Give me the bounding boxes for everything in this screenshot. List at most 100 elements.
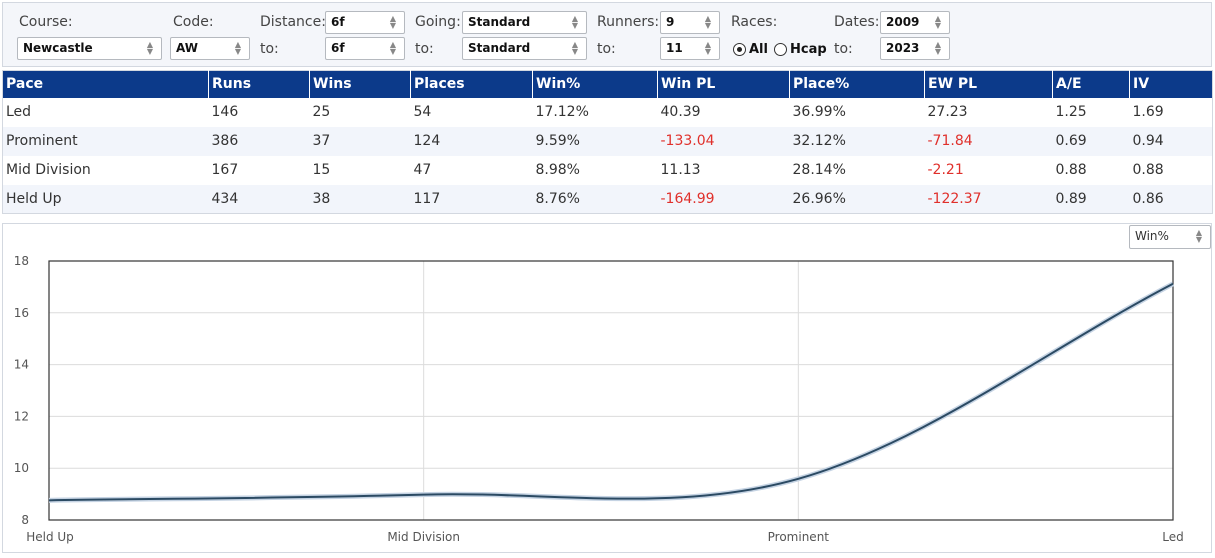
runners-to-select[interactable]: 11 ▲ ▼ <box>660 37 720 60</box>
cell-iv: 1.69 <box>1132 104 1164 120</box>
table-row: Mid Division 167 15 47 8.98% 11.13 28.14… <box>3 156 1213 185</box>
races-hcap-radio[interactable]: Hcap <box>774 42 827 57</box>
cell-wins: 37 <box>309 126 411 156</box>
chevron-updown-icon: ▲ ▼ <box>934 14 941 30</box>
races-all-radio[interactable]: All <box>733 42 768 57</box>
column-header-ae[interactable]: A/E <box>1052 70 1130 98</box>
cell-win-pl: -164.99 <box>657 184 790 214</box>
going-to-select[interactable]: Standard ▲ ▼ <box>462 37 587 60</box>
going-label: Going: <box>415 14 461 30</box>
table-row: Prominent 386 37 124 9.59% -133.04 32.12… <box>2 126 1213 156</box>
distance-to-select[interactable]: 6f ▲ ▼ <box>325 37 405 60</box>
races-all-label: All <box>749 42 768 57</box>
cell-pace: Mid Division <box>6 162 91 178</box>
cell-runs: 434 <box>208 184 310 214</box>
cell-iv: 0.86 <box>1129 184 1213 214</box>
chevron-updown-icon: ▲ ▼ <box>571 14 578 30</box>
cell-ae: 0.89 <box>1052 184 1130 214</box>
radio-unchecked-icon <box>774 43 787 56</box>
x-tick-label: Held Up <box>26 530 74 544</box>
cell-win-pct: 8.98% <box>535 162 580 178</box>
column-header-pace[interactable]: Pace <box>2 70 209 98</box>
dates-to-select[interactable]: 2023 ▲ ▼ <box>880 37 950 60</box>
dates-from-value: 2009 <box>886 15 920 29</box>
cell-wins: 25 <box>312 104 331 120</box>
dates-label: Dates: <box>834 14 880 30</box>
races-label: Races: <box>731 14 778 30</box>
runners-to-label: to: <box>597 41 616 57</box>
column-header-win-pct[interactable]: Win% <box>532 70 658 98</box>
cell-places: 124 <box>410 126 533 156</box>
course-value: Newcastle <box>23 41 93 55</box>
chevron-updown-icon: ▲ ▼ <box>704 14 711 30</box>
chevron-updown-icon: ▲ ▼ <box>934 40 941 56</box>
chevron-updown-icon: ▲ ▼ <box>389 40 396 56</box>
cell-places: 117 <box>410 184 533 214</box>
dates-to-value: 2023 <box>886 41 920 55</box>
cell-place-pct: 26.96% <box>789 184 925 214</box>
runners-to-value: 11 <box>666 41 683 55</box>
dates-to-label: to: <box>834 41 853 57</box>
cell-wins: 15 <box>312 162 331 178</box>
table-row: Led 146 25 54 17.12% 40.39 36.99% 27.23 … <box>3 98 1213 127</box>
chart-metric-value: Win% <box>1135 229 1169 243</box>
code-value: AW <box>176 41 198 55</box>
cell-pace: Prominent <box>2 126 209 156</box>
distance-to-value: 6f <box>331 41 345 55</box>
code-select[interactable]: AW ▲ ▼ <box>170 37 250 60</box>
races-hcap-label: Hcap <box>790 42 827 57</box>
x-tick-label: Led <box>1162 530 1183 544</box>
column-header-wins[interactable]: Wins <box>309 70 411 98</box>
cell-pace: Held Up <box>2 184 209 214</box>
cell-ae: 0.69 <box>1052 126 1130 156</box>
distance-to-label: to: <box>260 41 279 57</box>
cell-ew-pl: 27.23 <box>927 104 968 120</box>
cell-win-pct: 8.76% <box>532 184 658 214</box>
going-from-select[interactable]: Standard ▲ ▼ <box>462 11 587 34</box>
cell-win-pct: 17.12% <box>535 104 589 120</box>
cell-ew-pl: -2.21 <box>927 162 964 178</box>
x-tick-label: Prominent <box>768 530 830 544</box>
cell-iv: 0.88 <box>1132 162 1164 178</box>
table-row: Held Up 434 38 117 8.76% -164.99 26.96% … <box>2 184 1213 214</box>
chevron-updown-icon: ▲ ▼ <box>234 40 241 56</box>
course-select[interactable]: Newcastle ▲ ▼ <box>17 37 162 60</box>
column-header-runs[interactable]: Runs <box>208 70 310 98</box>
y-tick-label: 10 <box>14 461 29 475</box>
cell-places: 54 <box>413 104 432 120</box>
cell-ae: 0.88 <box>1055 162 1087 178</box>
y-tick-label: 8 <box>21 513 29 527</box>
column-header-places[interactable]: Places <box>410 70 533 98</box>
dates-from-select[interactable]: 2009 ▲ ▼ <box>880 11 950 34</box>
radio-checked-icon <box>733 43 746 56</box>
chevron-updown-icon: ▲ ▼ <box>146 40 153 56</box>
column-header-place-pct[interactable]: Place% <box>789 70 925 98</box>
chevron-updown-icon: ▲ ▼ <box>704 40 711 56</box>
pace-stats-table: Pace Runs Wins Places Win% Win PL Place%… <box>2 70 1213 214</box>
runners-from-value: 9 <box>666 15 675 29</box>
plot-frame <box>48 260 1174 521</box>
chart-metric-select[interactable]: Win% ▲ ▼ <box>1129 225 1211 249</box>
cell-places: 47 <box>413 162 432 178</box>
code-label: Code: <box>173 14 214 30</box>
distance-from-value: 6f <box>331 15 345 29</box>
runners-label: Runners: <box>597 14 660 30</box>
distance-from-select[interactable]: 6f ▲ ▼ <box>325 11 405 34</box>
column-header-win-pl[interactable]: Win PL <box>657 70 790 98</box>
cell-win-pl: 40.39 <box>660 104 701 120</box>
cell-runs: 146 <box>211 104 239 120</box>
series-line <box>48 282 1174 502</box>
cell-place-pct: 32.12% <box>789 126 925 156</box>
runners-from-select[interactable]: 9 ▲ ▼ <box>660 11 720 34</box>
x-tick-label: Mid Division <box>387 530 460 544</box>
y-tick-label: 18 <box>14 254 29 268</box>
y-tick-label: 14 <box>14 358 29 372</box>
cell-runs: 386 <box>208 126 310 156</box>
column-header-iv[interactable]: IV <box>1129 70 1213 98</box>
cell-ew-pl: -122.37 <box>924 184 1053 214</box>
going-from-value: Standard <box>468 15 531 29</box>
column-header-ew-pl[interactable]: EW PL <box>924 70 1053 98</box>
cell-runs: 167 <box>211 162 239 178</box>
cell-win-pl: -133.04 <box>657 126 790 156</box>
cell-win-pct: 9.59% <box>532 126 658 156</box>
